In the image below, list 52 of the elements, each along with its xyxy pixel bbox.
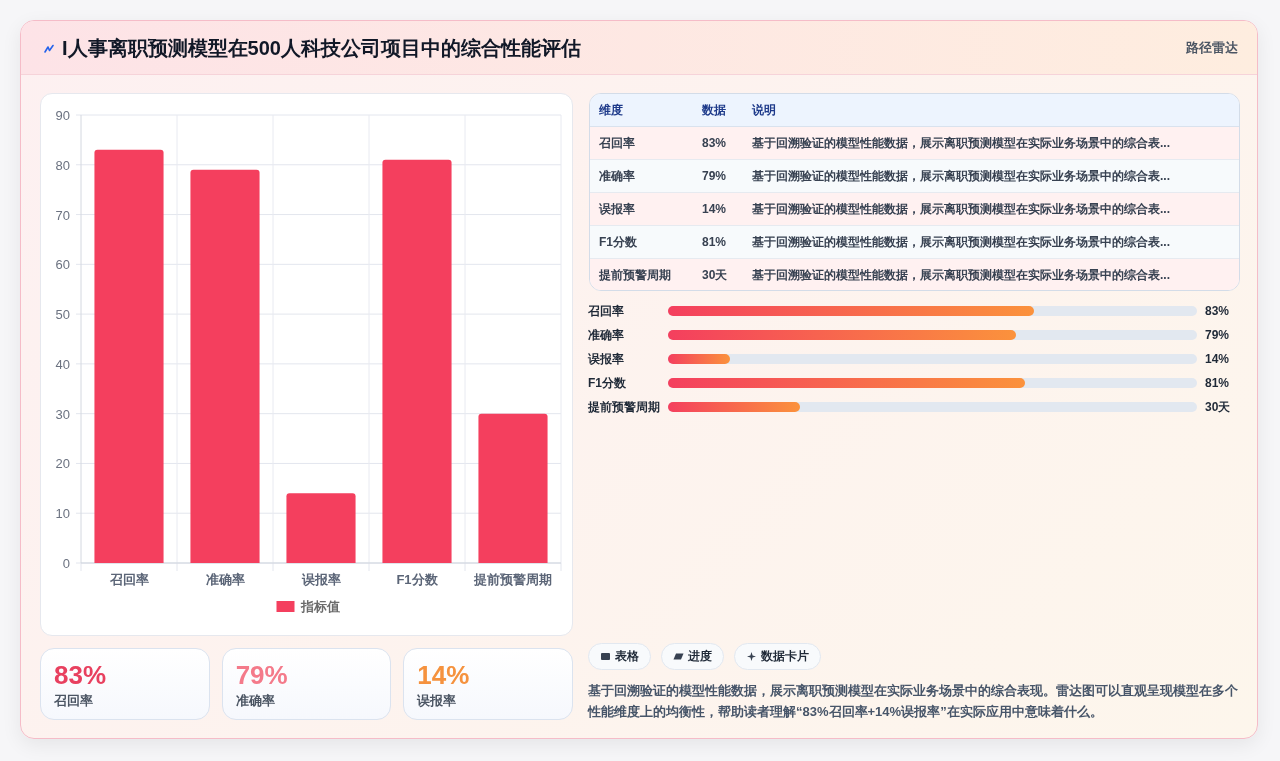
text: 83%	[54, 660, 107, 690]
x-tick-label: F1分数	[396, 571, 439, 587]
y-tick-label: F1分数	[588, 375, 627, 392]
y-tick-label: 50	[55, 306, 70, 322]
y-tick-label: 误报率	[588, 351, 624, 368]
text: 基于回溯验证的模型性能数据，展示离职预测模型在实际业务场景中的综合表...	[752, 202, 1171, 216]
y-tick-label: 40	[55, 356, 70, 372]
category-label: 误报率	[417, 693, 457, 709]
text: 路径雷达	[1186, 40, 1238, 57]
text: 79%	[702, 169, 727, 183]
category-label: 说明	[752, 102, 776, 119]
y-tick-label: 70	[55, 207, 70, 223]
text: 基于回溯验证的模型性能数据，展示离职预测模型在实际业务场景中的综合表...	[752, 169, 1171, 183]
y-tick-label: 80	[55, 157, 70, 173]
y-tick-label: 准确率	[588, 327, 624, 344]
x-tick-label: 提前预警周期	[473, 571, 552, 587]
category-label: 提前预警周期	[599, 268, 671, 282]
category-label: 进度	[688, 649, 712, 664]
data-label: 30天	[1205, 399, 1231, 416]
y-tick-label: 0	[62, 555, 70, 571]
text: 81%	[702, 235, 727, 249]
text: I人事离职预测模型在500人科技公司项目中的综合性能评估	[62, 36, 581, 61]
y-tick-label: 提前预警周期	[588, 399, 660, 416]
legend-label: 指标值	[299, 600, 340, 614]
category-label: 准确率	[235, 693, 275, 709]
y-tick-label: 10	[55, 505, 70, 521]
category-label: 表格	[615, 649, 639, 664]
data-label: 81%	[1205, 375, 1230, 392]
text: 79%	[235, 660, 288, 690]
text: 83%	[702, 136, 727, 150]
text: 14%	[417, 660, 470, 690]
x-tick-label: 误报率	[300, 571, 341, 587]
y-tick-label: 60	[55, 256, 70, 272]
y-tick-label: 30	[55, 406, 70, 422]
data-label: 79%	[1205, 327, 1230, 344]
category-label: 维度	[599, 102, 623, 119]
text: 30天	[702, 268, 728, 282]
x-tick-label: 准确率	[205, 571, 245, 587]
data-label: 14%	[1205, 351, 1230, 368]
text: 基于回溯验证的模型性能数据，展示离职预测模型在实际业务场景中的综合表...	[752, 268, 1171, 282]
category-label: 数据卡片	[761, 649, 809, 664]
x-tick-label: 召回率	[108, 571, 149, 587]
y-tick-label: 90	[55, 107, 70, 123]
y-tick-label: 召回率	[588, 303, 624, 320]
data-label: 83%	[1205, 303, 1230, 320]
text: 基于回溯验证的模型性能数据，展示离职预测模型在实际业务场景中的综合表现。雷达图可以直观呈现模型在多个性能维度上的均衡性，帮助读者理解“83%召回率+14%误报率”在实际应用中意味着什么。	[588, 682, 1239, 721]
category-label: 数据	[702, 102, 726, 119]
y-tick-label: 20	[55, 455, 70, 471]
text: 基于回溯验证的模型性能数据，展示离职预测模型在实际业务场景中的综合表...	[752, 136, 1171, 150]
text: 基于回溯验证的模型性能数据，展示离职预测模型在实际业务场景中的综合表...	[752, 235, 1171, 249]
category-label: F1分数	[599, 235, 638, 249]
text: 14%	[702, 202, 727, 216]
